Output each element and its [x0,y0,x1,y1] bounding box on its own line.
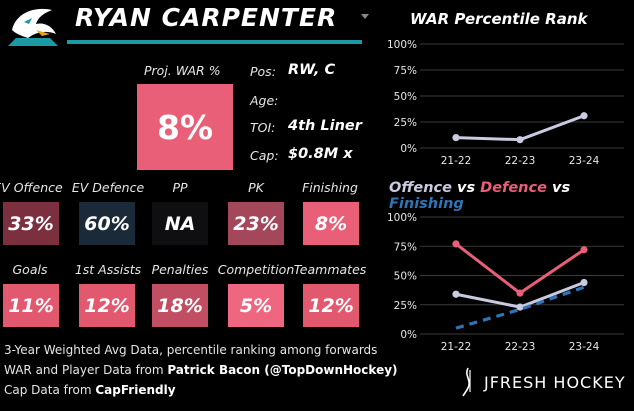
stat-label-ev-offence: EV Offence [0,180,63,195]
toi-value: 4th Liner [288,118,362,134]
war-percentile-chart-title: WAR Percentile Rank [410,10,588,28]
data-point [580,246,588,254]
chevron-down-icon[interactable] [361,14,369,19]
y-tick-label: 0% [400,143,417,155]
stat-box-teammates: 12% [303,284,359,327]
footer-war-source: WAR and Player Data from Patrick Bacon (… [4,363,398,377]
title-part-vs2: vs [546,180,571,196]
stat-box-goals: 11% [3,284,59,327]
stat-box-finishing: 8% [303,202,359,245]
age-label: Age: [250,93,279,108]
pos-label: Pos: [250,64,276,79]
title-part-defence: Defence [480,180,547,196]
stat-label-pp: PP [172,180,188,195]
data-point [452,290,460,298]
footer-war-source-link[interactable]: Patrick Bacon (@TopDownHockey) [167,363,398,377]
stat-label-1st-assists: 1st Assists [74,262,142,277]
stat-box-pp: NA [152,202,208,245]
y-tick-label: 25% [394,300,417,312]
y-tick-label: 50% [394,271,417,283]
y-tick-label: 75% [394,241,417,253]
brand-logo-text: JFRESH HOCKEY [484,373,626,392]
stat-box-ev-defence: 60% [79,202,135,245]
data-point [580,112,588,120]
x-tick-label: 21-22 [441,155,472,167]
team-logo [2,0,64,52]
proj-war-label: Proj. WAR % [144,63,221,78]
y-tick-label: 100% [387,39,417,51]
y-tick-label: 25% [394,117,417,129]
data-point [516,303,524,311]
data-point [516,136,524,144]
stat-label-penalties: Penalties [151,262,209,277]
x-tick-label: 22-23 [505,155,536,167]
footer-war-prefix: WAR and Player Data from [4,363,168,377]
x-tick-label: 23-24 [569,341,600,353]
stat-box-1st-assists: 12% [79,284,135,327]
toi-label: TOI: [250,120,276,135]
title-part-finishing: Finishing [389,196,464,212]
stat-box-ev-offence: 33% [3,202,59,245]
x-tick-label: 21-22 [441,341,472,353]
title-part-offence: Offence [389,180,452,196]
data-point [580,278,588,287]
footer-cap-prefix: Cap Data from [4,383,96,397]
stat-label-finishing: Finishing [302,180,358,195]
x-tick-label: 23-24 [569,155,600,167]
footer-cap-source: Cap Data from CapFriendly [4,383,176,397]
stat-label-teammates: Teammates [293,262,367,277]
footer-note: 3-Year Weighted Avg Data, percentile ran… [4,343,378,357]
cap-value: $0.8M x [288,146,353,162]
war-percentile-chart: 0% 25% 50% 75% 100% 21-22 22-23 23-24 [387,39,624,167]
footer-cap-source-link[interactable]: CapFriendly [95,383,176,397]
data-point [452,240,460,248]
series-line-defence [455,242,585,295]
pos-value: RW, C [288,62,336,78]
title-underline [67,40,362,44]
stat-label-competition: Competition [217,262,295,277]
stat-label-pk: PK [248,180,264,195]
stat-label-ev-defence: EV Defence [71,180,145,195]
x-tick-label: 22-23 [505,341,536,353]
stat-box-competition: 5% [228,284,284,327]
y-tick-label: 100% [387,212,417,224]
brand-logo-icon [460,366,476,398]
y-tick-label: 50% [394,91,417,103]
data-point [516,289,524,297]
y-tick-label: 0% [400,329,417,341]
offence-defence-finishing-chart-title: Offence vs Defence vs Finishing [389,180,634,212]
offence-defence-finishing-chart: 0% 25% 50% 75% 100% 21-22 22-23 23-24 [387,212,624,353]
stat-label-goals: Goals [12,262,48,277]
cap-label: Cap: [250,148,279,163]
title-part-vs1: vs [451,180,481,196]
y-tick-label: 75% [394,65,417,77]
player-name: RYAN CARPENTER [75,3,338,32]
proj-war-value: 8% [137,84,233,170]
stat-box-penalties: 18% [152,284,208,327]
data-point [452,134,460,142]
stat-box-pk: 23% [228,202,284,245]
